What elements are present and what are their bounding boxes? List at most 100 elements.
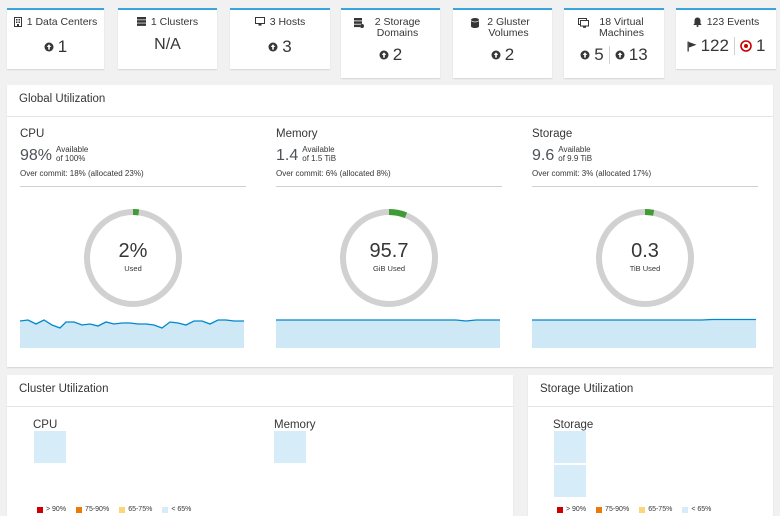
data-centers-up-count: 1 — [57, 37, 68, 56]
events-card[interactable]: 123 Events 122 1 — [676, 8, 776, 69]
cluster-utilization-panel: Cluster Utilization CPU Memory > 90% 75-9… — [7, 375, 513, 516]
arrow-up-circle-icon — [580, 50, 590, 60]
legend-swatch — [76, 506, 83, 513]
clusters-card[interactable]: 1 Clusters N/A — [118, 8, 217, 69]
legend-item: > 90% — [557, 506, 586, 513]
vms-second-count: 13 — [628, 45, 648, 64]
data-centers-card[interactable]: 1 Data Centers 1 — [7, 8, 104, 69]
donut-used-arc — [84, 209, 182, 307]
cpu-available-value: 98% — [20, 147, 53, 164]
donut-used-arc — [596, 209, 694, 307]
storage-heatmap-cell[interactable] — [554, 465, 586, 497]
memory-used-value: 95.7 — [369, 240, 409, 262]
gluster-volumes-title: 2 Gluster Volumes — [487, 16, 530, 39]
legend-label: < 65% — [691, 506, 712, 513]
legend-label: < 65% — [171, 506, 192, 513]
legend-label: 65-75% — [128, 506, 153, 513]
storage-domains-title: 2 Storage Domains — [374, 16, 421, 39]
cluster-utilization-title: Cluster Utilization — [7, 375, 513, 407]
storage-domains-up-count: 2 — [392, 45, 403, 64]
storage-utilization-panel: Storage Utilization Storage > 90% 75-90% 6… — [528, 375, 773, 516]
storage-heatmap-label: Storage — [553, 419, 594, 431]
memory-available-label: Available — [302, 145, 335, 154]
legend-label: 65-75% — [648, 506, 673, 513]
storage-overcommit: Over commit: 3% (allocated 17%) — [532, 169, 758, 187]
bell-icon — [693, 17, 702, 27]
legend-label: 75-90% — [605, 506, 630, 513]
global-utilization-title: Global Utilization — [7, 85, 773, 117]
error-circle-icon — [740, 40, 752, 52]
legend-label: > 90% — [566, 506, 587, 513]
cpu-of-total: of 100% — [56, 154, 86, 163]
legend-item: 65-75% — [639, 506, 672, 513]
storage-of-total: of 9.9 TiB — [558, 154, 593, 163]
legend-swatch — [37, 506, 43, 513]
cluster-memory-heatmap-cell[interactable] — [274, 431, 306, 463]
clusters-title: 1 Clusters — [150, 16, 199, 28]
flag-icon — [687, 41, 697, 52]
building-icon — [13, 17, 22, 27]
legend-item: > 90% — [37, 506, 66, 513]
events-flag-count: 122 — [700, 36, 729, 55]
legend-swatch — [596, 506, 603, 513]
storage-donut-chart[interactable]: 0.3 TiB Used — [532, 203, 758, 313]
cluster-cpu-label: CPU — [33, 419, 58, 431]
cluster-heatmap-legend: > 90% 75-90% 65-75% < 65% — [37, 506, 191, 513]
divider — [608, 46, 610, 64]
memory-donut-chart[interactable]: 95.7 GiB Used — [276, 203, 502, 313]
storage-domain-icon — [353, 18, 364, 28]
legend-swatch — [682, 506, 689, 513]
memory-title: Memory — [276, 128, 318, 140]
memory-of-total: of 1.5 TiB — [302, 154, 337, 163]
legend-swatch — [119, 506, 126, 513]
hosts-card[interactable]: 3 Hosts 3 — [230, 8, 330, 69]
events-alert-count: 1 — [755, 36, 766, 55]
storage-used-label: TiB Used — [629, 264, 661, 273]
legend-item: 75-90% — [596, 506, 629, 513]
memory-available-value: 1.4 — [276, 147, 299, 164]
memory-utilization: Memory 1.4 Available of 1.5 TiB Over comm… — [276, 118, 502, 187]
cluster-memory-heatmap: Memory — [274, 419, 316, 431]
clusters-value: N/A — [154, 36, 181, 53]
hosts-up-count: 3 — [282, 37, 292, 56]
storage-domains-card[interactable]: 2 Storage Domains 2 — [341, 8, 440, 78]
data-centers-title: 1 Data Centers — [26, 16, 98, 28]
virtual-machines-card[interactable]: 18 Virtual Machines 5 13 — [564, 8, 664, 78]
cpu-used-label: Used — [124, 264, 142, 273]
storage-utilization-title: Storage Utilization — [528, 375, 773, 407]
cpu-utilization: CPU 98% Available of 100% Over commit: 18… — [20, 118, 246, 187]
storage-sparkline[interactable] — [532, 314, 756, 348]
donut-used-arc — [340, 209, 438, 307]
storage-heatmap: Storage — [553, 419, 593, 431]
cpu-overcommit: Over commit: 18% (allocated 23%) — [20, 169, 246, 187]
legend-swatch — [557, 506, 563, 513]
legend-item: < 65% — [162, 506, 191, 513]
vms-up-count: 5 — [594, 45, 604, 64]
virtual-machines-title: 18 Virtual Machines — [599, 16, 644, 39]
cpu-sparkline[interactable] — [20, 314, 244, 348]
monitor-icon — [254, 17, 265, 26]
events-title: 123 Events — [706, 16, 760, 28]
storage-heatmap-cell[interactable] — [554, 431, 586, 463]
legend-label: > 90% — [46, 506, 67, 513]
storage-title: Storage — [532, 128, 573, 140]
memory-sparkline[interactable] — [276, 314, 500, 348]
arrow-up-circle-icon — [44, 42, 54, 52]
cpu-used-value: 2% — [118, 240, 148, 262]
legend-swatch — [162, 506, 169, 513]
cluster-cpu-heatmap-cell[interactable] — [34, 431, 66, 463]
cpu-title: CPU — [20, 128, 45, 140]
servers-icon — [136, 17, 146, 26]
cpu-available-label: Available — [56, 145, 89, 154]
arrow-up-circle-icon — [379, 50, 389, 60]
legend-item: 65-75% — [119, 506, 152, 513]
legend-label: 75-90% — [85, 506, 110, 513]
memory-overcommit: Over commit: 6% (allocated 8%) — [276, 169, 502, 187]
storage-heatmap-legend: > 90% 75-90% 65-75% < 65% — [557, 506, 711, 513]
gluster-volumes-card[interactable]: 2 Gluster Volumes 2 — [453, 8, 552, 78]
memory-used-label: GiB Used — [372, 264, 406, 273]
storage-available-value: 9.6 — [532, 147, 555, 164]
arrow-up-circle-icon — [615, 50, 625, 60]
cpu-donut-chart[interactable]: 2% Used — [20, 203, 246, 313]
cluster-cpu-heatmap: CPU — [33, 419, 57, 431]
